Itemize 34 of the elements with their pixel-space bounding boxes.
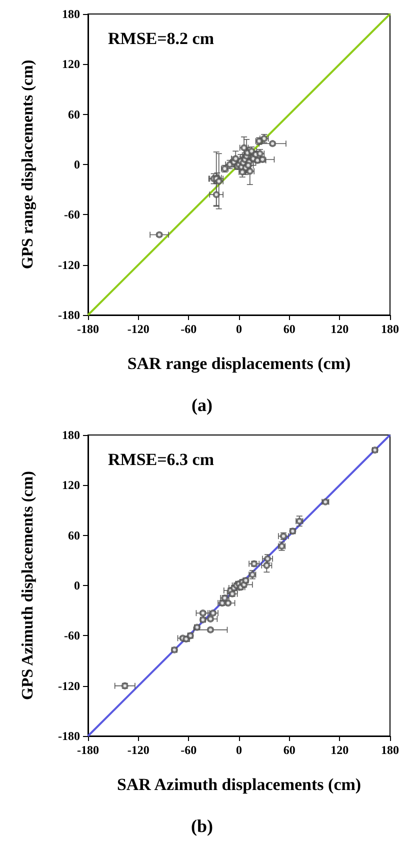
x-tick-label: 180: [381, 743, 399, 757]
x-tick-label: -120: [127, 322, 150, 336]
y-tick-label: 120: [62, 57, 80, 72]
y-tick-label: 60: [68, 528, 80, 542]
y-tick-label: -120: [58, 258, 80, 272]
y-tick-label: 0: [74, 578, 80, 592]
annotation: RMSE=6.3 cm: [108, 450, 214, 469]
x-axis-title: SAR range displacements (cm): [127, 354, 351, 373]
x-tick-label: 180: [381, 322, 399, 336]
y-tick-label: -180: [58, 308, 80, 322]
annotation: RMSE=8.2 cm: [108, 29, 214, 48]
y-tick-label: 180: [62, 428, 80, 442]
x-tick-label: 60: [283, 743, 296, 757]
x-tick-label: -60: [180, 322, 197, 336]
y-tick-label: 0: [74, 158, 80, 172]
y-tick-label: -60: [64, 628, 80, 643]
y-tick-label: -120: [58, 678, 80, 693]
x-tick-label: 120: [330, 322, 349, 336]
y-tick-label: 120: [62, 478, 80, 492]
x-tick-label: 0: [236, 743, 242, 757]
text: (a): [192, 395, 212, 415]
x-tick-label: 60: [283, 322, 296, 336]
y-tick-label: 180: [62, 7, 80, 21]
y-axis-title: GPS range displacements (cm): [20, 60, 36, 270]
x-tick-label: 0: [236, 322, 242, 336]
x-tick-label: -60: [180, 743, 197, 757]
text: (b): [191, 816, 214, 836]
y-axis-title: GPS Azimuth displacements (cm): [20, 471, 36, 700]
y-tick-label: -60: [64, 208, 80, 222]
x-tick-label: 120: [330, 743, 349, 757]
y-tick-label: 60: [68, 107, 80, 122]
x-tick-label: -120: [127, 743, 150, 757]
y-tick-label: -180: [58, 729, 80, 743]
x-axis-title: SAR Azimuth displacements (cm): [116, 775, 362, 794]
